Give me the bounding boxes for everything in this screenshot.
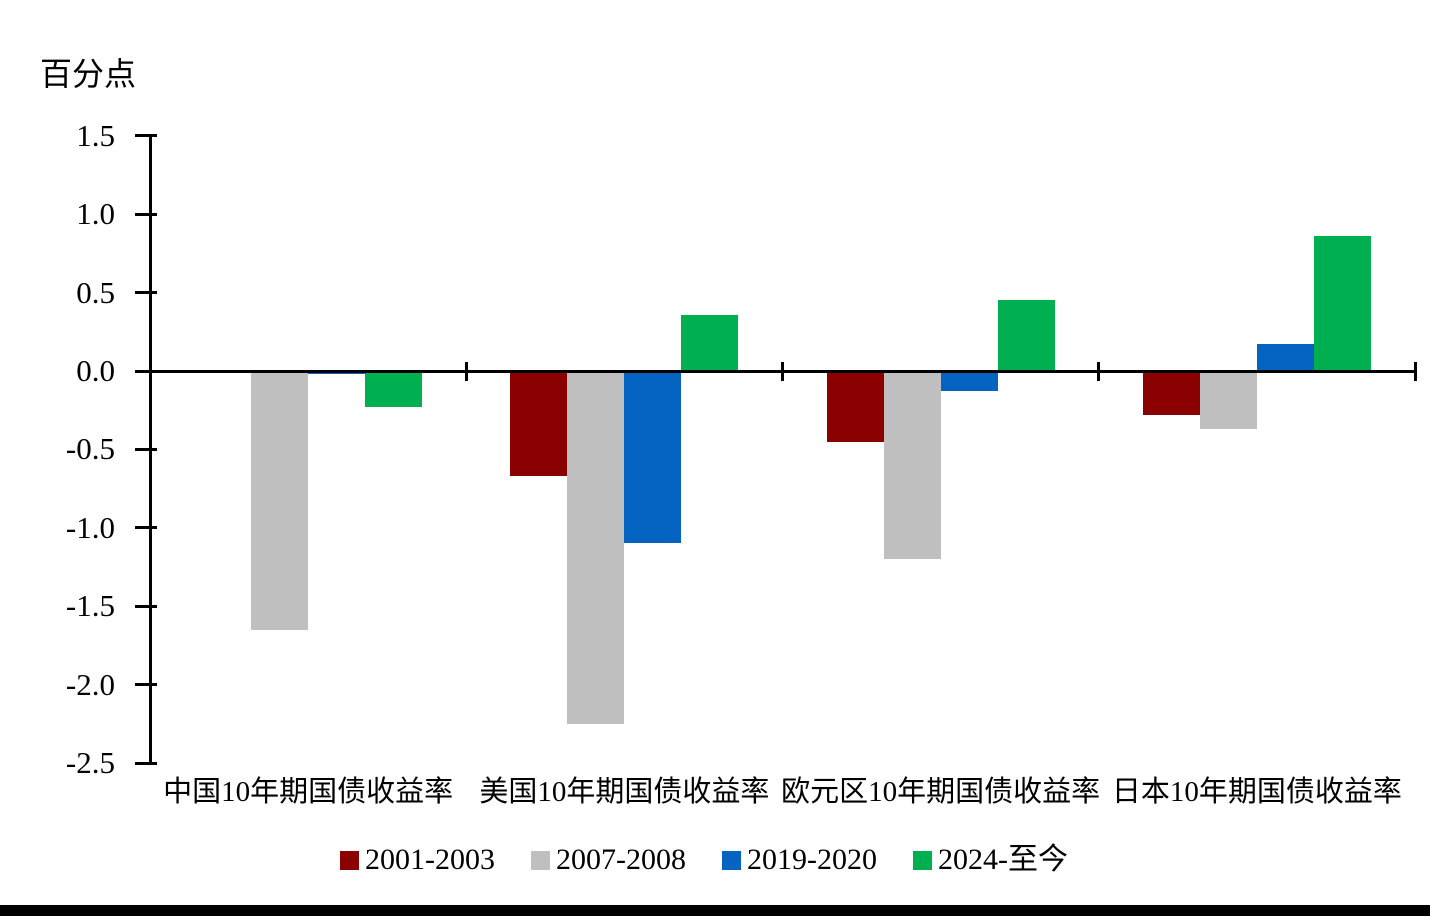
y-axis-tick (135, 447, 157, 451)
legend: 2001-2003 2007-2008 2019-2020 2024-至今 (340, 842, 1068, 878)
y-tick-label: 1.0 (76, 196, 115, 232)
bar-2007-2008-中国10年期国债收益率 (251, 371, 309, 630)
bar-2001-2003-日本10年期国债收益率 (1142, 371, 1200, 415)
category-label: 日本10年期国债收益率 (1111, 776, 1402, 808)
category-label: 中国10年期国债收益率 (163, 776, 454, 808)
bar-2001-2003-美国10年期国债收益率 (510, 371, 568, 477)
y-axis-tick (135, 683, 157, 687)
legend-swatch-icon (531, 850, 550, 870)
bar-2001-2003-欧元区10年期国债收益率 (826, 371, 884, 442)
legend-label: 2001-2003 (365, 843, 495, 876)
y-axis-tick (135, 134, 157, 138)
legend-item-2019-2020: 2019-2020 (722, 842, 877, 878)
bar-2007-2008-美国10年期国债收益率 (567, 371, 625, 724)
y-axis-tick (135, 212, 157, 216)
y-tick-label: -2.0 (65, 666, 115, 702)
bar-2019-2020-美国10年期国债收益率 (624, 371, 682, 544)
legend-item-2024-至今: 2024-至今 (913, 842, 1068, 878)
y-tick-label: -2.5 (65, 745, 115, 780)
legend-label: 2019-2020 (747, 843, 877, 876)
bar-2019-2020-日本10年期国债收益率 (1256, 344, 1314, 371)
bar-2024-至今-美国10年期国债收益率 (681, 314, 739, 371)
x-axis-line (149, 370, 1417, 373)
legend-label: 2024-至今 (938, 843, 1068, 876)
y-axis-tick (135, 604, 157, 608)
category-label: 欧元区10年期国债收益率 (781, 776, 1101, 808)
bar-2019-2020-欧元区10年期国债收益率 (940, 371, 998, 392)
y-axis-line (149, 134, 152, 765)
bar-2007-2008-欧元区10年期国债收益率 (883, 371, 941, 560)
category-label: 美国10年期国债收益率 (479, 776, 770, 808)
y-axis-tick (135, 761, 157, 765)
y-axis-tick (135, 526, 157, 530)
legend-label: 2007-2008 (556, 843, 686, 876)
y-axis-tick (135, 369, 157, 373)
footer-black-bar (0, 905, 1430, 916)
legend-swatch-icon (340, 850, 359, 870)
y-tick-label: 0.5 (76, 274, 115, 310)
bar-2024-至今-欧元区10年期国债收益率 (997, 300, 1055, 371)
y-tick-label: 1.5 (76, 117, 115, 153)
bar-2024-至今-日本10年期国债收益率 (1313, 236, 1371, 371)
y-tick-label: -0.5 (65, 431, 115, 467)
bar-2007-2008-日本10年期国债收益率 (1199, 371, 1257, 430)
y-tick-label: -1.0 (65, 509, 115, 545)
y-axis-tick (135, 291, 157, 295)
legend-item-2001-2003: 2001-2003 (340, 842, 495, 878)
bar-2024-至今-中国10年期国债收益率 (365, 371, 423, 408)
legend-swatch-icon (722, 850, 741, 870)
y-tick-label: -1.5 (65, 588, 115, 624)
y-tick-label: 0.0 (76, 353, 115, 388)
y-axis-unit-label: 百分点 (40, 56, 137, 92)
legend-swatch-icon (913, 850, 932, 870)
legend-item-2007-2008: 2007-2008 (531, 842, 686, 878)
